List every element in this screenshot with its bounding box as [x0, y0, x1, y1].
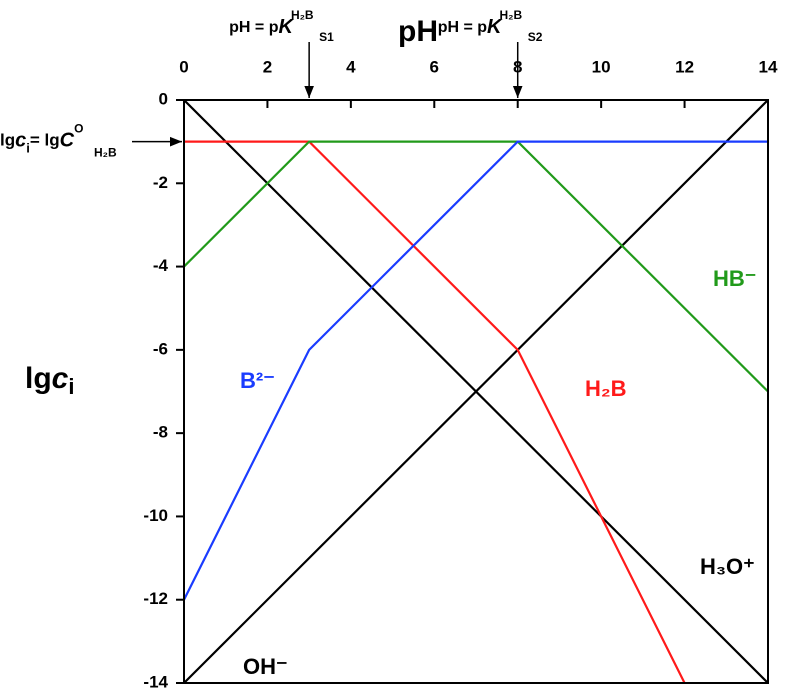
series-line	[183, 140, 769, 393]
y-axis-title: lgci	[25, 362, 74, 399]
annotation: pH = pKH₂B S2	[438, 8, 543, 44]
y-tick-label: -12	[143, 589, 168, 608]
y-tick-label: -4	[153, 256, 169, 275]
series-label: H₃O⁺	[700, 554, 755, 579]
series-line	[183, 99, 769, 684]
x-tick-label: 12	[675, 57, 694, 76]
x-tick-label: 0	[179, 57, 188, 76]
series-label: OH⁻	[243, 654, 288, 679]
y-title-symbol: c	[52, 362, 69, 395]
x-tick-label: 10	[592, 57, 611, 76]
level-subscript: i	[26, 141, 30, 156]
y-title-subscript: i	[68, 374, 74, 399]
annotation-subscript: S1	[319, 30, 334, 44]
y-title-prefix: lg	[25, 362, 52, 395]
series-label: B²⁻	[240, 368, 275, 393]
level-superscript: O	[74, 122, 83, 136]
series-line	[184, 140, 686, 684]
level-middle: = lg	[30, 131, 60, 150]
x-tick-label: 2	[263, 57, 272, 76]
y-tick-label: -2	[153, 173, 168, 192]
annotation-symbol: K	[278, 16, 294, 38]
y-tick-label: -8	[153, 423, 168, 442]
annotation-prefix: pH = p	[438, 19, 488, 36]
y-tick-label: -14	[143, 672, 168, 691]
level-symbol2: C	[60, 130, 75, 152]
level-symbol: c	[15, 130, 26, 152]
series-label: HB⁻	[713, 266, 756, 291]
x-axis-title: pH	[398, 15, 438, 48]
level-prefix: lg	[0, 131, 15, 150]
level-annotation: lgci= lgCO H₂B	[0, 122, 117, 160]
y-tick-label: -10	[143, 506, 168, 525]
y-tick-label: 0	[159, 89, 168, 108]
x-tick-label: 6	[430, 57, 439, 76]
series-line	[183, 140, 768, 601]
annotation: pH = pKH₂B S1	[229, 8, 334, 44]
series-label: H₂B	[585, 376, 627, 401]
annotation-subscript: S2	[528, 30, 543, 44]
plot-frame	[183, 99, 769, 684]
y-tick-label: -6	[153, 339, 168, 358]
annotation-symbol: K	[487, 16, 503, 38]
annotation-superscript: H₂B	[291, 8, 314, 22]
annotation-superscript: H₂B	[500, 8, 523, 22]
x-tick-label: 14	[759, 57, 778, 76]
annotation-prefix: pH = p	[229, 19, 279, 36]
x-tick-label: 4	[346, 57, 356, 76]
level-subscript2: H₂B	[94, 146, 117, 160]
